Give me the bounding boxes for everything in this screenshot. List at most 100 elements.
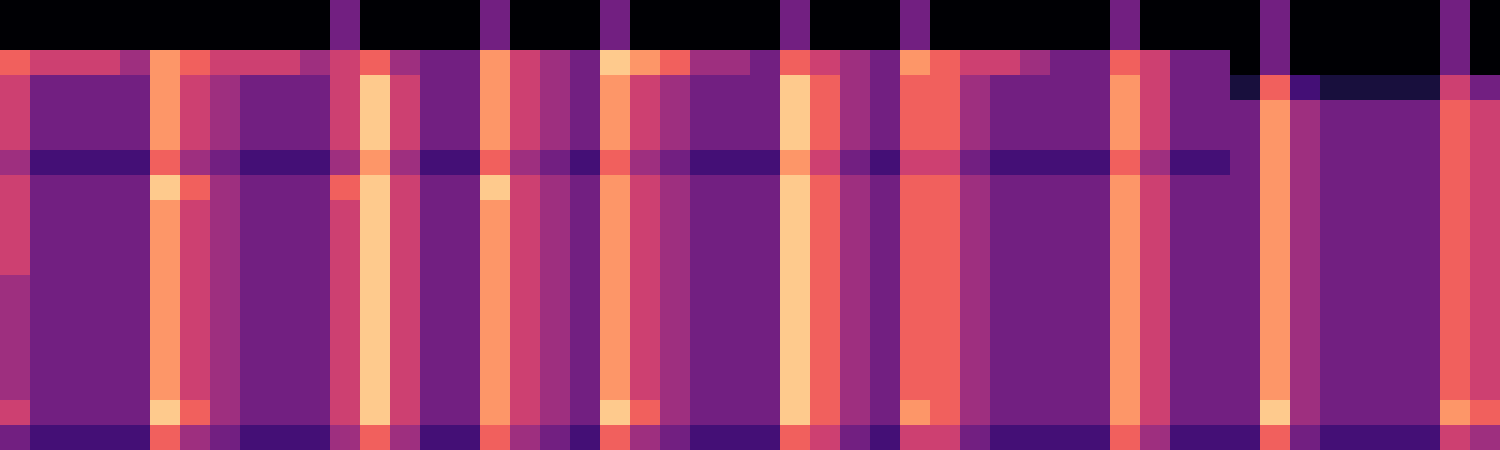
heatmap-cell bbox=[30, 325, 61, 351]
heatmap-cell bbox=[1230, 350, 1261, 376]
heatmap-cell bbox=[780, 325, 811, 351]
heatmap-cell bbox=[630, 250, 661, 276]
heatmap-cell bbox=[750, 75, 781, 101]
heatmap-cell bbox=[330, 350, 361, 376]
heatmap-cell bbox=[1410, 25, 1441, 51]
heatmap-cell bbox=[870, 250, 901, 276]
heatmap-cell bbox=[480, 350, 511, 376]
heatmap-cell bbox=[1260, 400, 1291, 426]
heatmap-cell bbox=[390, 25, 421, 51]
heatmap-cell bbox=[480, 50, 511, 76]
heatmap-cell bbox=[240, 100, 271, 126]
heatmap-cell bbox=[1230, 275, 1261, 301]
heatmap-cell bbox=[1470, 50, 1500, 76]
heatmap-cell bbox=[120, 300, 151, 326]
heatmap-cell bbox=[1410, 0, 1441, 26]
heatmap-cell bbox=[1140, 350, 1171, 376]
heatmap-cell bbox=[1470, 125, 1500, 151]
heatmap-cell bbox=[540, 75, 571, 101]
heatmap-cell bbox=[600, 300, 631, 326]
heatmap-cell bbox=[810, 350, 841, 376]
heatmap-cell bbox=[960, 125, 991, 151]
heatmap-cell bbox=[990, 100, 1021, 126]
heatmap-cell bbox=[1260, 125, 1291, 151]
heatmap-cell bbox=[1440, 125, 1471, 151]
heatmap-cell bbox=[1380, 200, 1411, 226]
heatmap-cell bbox=[390, 200, 421, 226]
heatmap-cell bbox=[0, 0, 31, 26]
heatmap-cell bbox=[1350, 175, 1381, 201]
heatmap-cell bbox=[1470, 25, 1500, 51]
heatmap-cell bbox=[420, 200, 451, 226]
heatmap-cell bbox=[240, 275, 271, 301]
heatmap-cell bbox=[240, 225, 271, 251]
heatmap-cell bbox=[1380, 225, 1411, 251]
heatmap-cell bbox=[1440, 300, 1471, 326]
heatmap-cell bbox=[1440, 275, 1471, 301]
heatmap-cell bbox=[750, 275, 781, 301]
heatmap-cell bbox=[450, 425, 481, 450]
heatmap-cell bbox=[30, 100, 61, 126]
heatmap-cell bbox=[240, 200, 271, 226]
heatmap-cell bbox=[450, 0, 481, 26]
heatmap-cell bbox=[1440, 250, 1471, 276]
heatmap-cell bbox=[480, 425, 511, 450]
heatmap-cell bbox=[1440, 225, 1471, 251]
heatmap-cell bbox=[900, 400, 931, 426]
heatmap-cell bbox=[120, 400, 151, 426]
heatmap-cell bbox=[810, 125, 841, 151]
heatmap-cell bbox=[1230, 400, 1261, 426]
heatmap-cell bbox=[1440, 425, 1471, 450]
heatmap-cell bbox=[1410, 300, 1441, 326]
heatmap-cell bbox=[1260, 375, 1291, 401]
heatmap-cell bbox=[1350, 150, 1381, 176]
heatmap-cell bbox=[420, 125, 451, 151]
heatmap-cell bbox=[120, 150, 151, 176]
heatmap-cell bbox=[840, 225, 871, 251]
heatmap-cell bbox=[1110, 200, 1141, 226]
heatmap-cell bbox=[480, 25, 511, 51]
heatmap-cell bbox=[150, 325, 181, 351]
heatmap-cell bbox=[60, 175, 91, 201]
heatmap-cell bbox=[240, 50, 271, 76]
heatmap-cell bbox=[1140, 100, 1171, 126]
heatmap-cell bbox=[1200, 100, 1231, 126]
heatmap-cell bbox=[960, 250, 991, 276]
heatmap-cell bbox=[510, 125, 541, 151]
heatmap-cell bbox=[1140, 150, 1171, 176]
heatmap-cell bbox=[1050, 50, 1081, 76]
heatmap-cell bbox=[960, 175, 991, 201]
heatmap-cell bbox=[60, 200, 91, 226]
heatmap-cell bbox=[660, 0, 691, 26]
heatmap-cell bbox=[300, 350, 331, 376]
heatmap-cell bbox=[1290, 275, 1321, 301]
heatmap-cell bbox=[630, 350, 661, 376]
heatmap-cell bbox=[990, 400, 1021, 426]
heatmap-cell bbox=[570, 400, 601, 426]
heatmap-cell bbox=[330, 150, 361, 176]
heatmap-cell bbox=[1200, 200, 1231, 226]
heatmap-cell bbox=[600, 150, 631, 176]
heatmap-cell bbox=[690, 175, 721, 201]
heatmap-cell bbox=[150, 125, 181, 151]
heatmap-cell bbox=[1380, 400, 1411, 426]
heatmap-cell bbox=[1110, 325, 1141, 351]
heatmap-cell bbox=[780, 75, 811, 101]
heatmap-cell bbox=[30, 75, 61, 101]
heatmap-cell bbox=[360, 50, 391, 76]
heatmap-cell bbox=[90, 125, 121, 151]
heatmap-cell bbox=[420, 275, 451, 301]
heatmap-cell bbox=[900, 75, 931, 101]
heatmap-cell bbox=[1020, 50, 1051, 76]
heatmap-cell bbox=[600, 275, 631, 301]
heatmap-cell bbox=[900, 200, 931, 226]
heatmap-cell bbox=[570, 350, 601, 376]
heatmap-cell bbox=[1440, 50, 1471, 76]
heatmap-cell bbox=[1080, 425, 1111, 450]
heatmap-cell bbox=[930, 150, 961, 176]
heatmap-cell bbox=[1050, 250, 1081, 276]
heatmap-cell bbox=[1380, 275, 1411, 301]
heatmap-cell bbox=[90, 400, 121, 426]
heatmap-cell bbox=[840, 75, 871, 101]
heatmap-cell bbox=[120, 325, 151, 351]
